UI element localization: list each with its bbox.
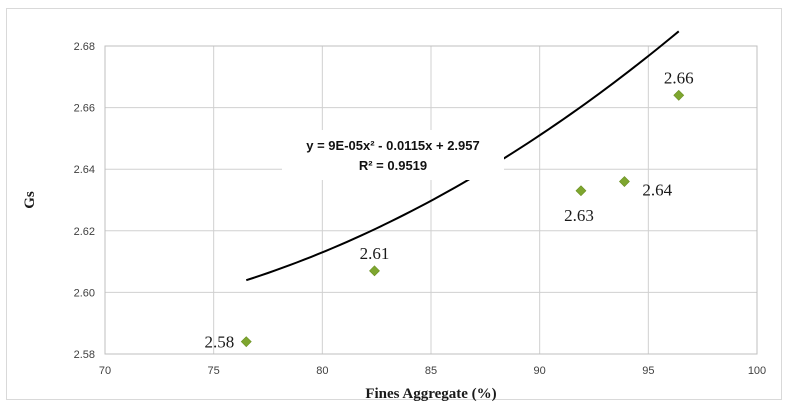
x-tick-label: 85 bbox=[425, 365, 437, 377]
data-point bbox=[619, 176, 630, 187]
y-tick-label: 2.58 bbox=[74, 349, 95, 361]
data-label: 2.64 bbox=[642, 181, 672, 200]
y-tick-label: 2.62 bbox=[74, 226, 95, 238]
equation-box: y = 9E-05x² - 0.0115x + 2.957 R² = 0.951… bbox=[282, 130, 504, 180]
equation-background bbox=[282, 130, 504, 180]
y-tick-label: 2.64 bbox=[74, 164, 95, 176]
y-tick-label: 2.66 bbox=[74, 103, 95, 115]
data-point bbox=[673, 89, 685, 101]
trendline bbox=[245, 30, 680, 282]
x-tick-label: 80 bbox=[316, 365, 328, 377]
data-point bbox=[575, 185, 587, 197]
y-axis-title: Gs bbox=[22, 191, 38, 209]
x-tick-label: 90 bbox=[534, 365, 546, 377]
data-point bbox=[240, 336, 252, 348]
trendline-equation: y = 9E-05x² - 0.0115x + 2.957 bbox=[306, 138, 479, 153]
data-label: 2.63 bbox=[564, 206, 594, 225]
x-axis-title: Fines Aggregate (%) bbox=[365, 386, 496, 402]
data-point bbox=[369, 265, 380, 277]
y-tick-label: 2.60 bbox=[74, 287, 95, 299]
x-tick-label: 100 bbox=[748, 365, 766, 377]
data-label: 2.66 bbox=[664, 68, 694, 87]
x-tick-label: 70 bbox=[99, 365, 111, 377]
x-tick-label: 75 bbox=[208, 365, 220, 377]
x-tick-label: 95 bbox=[642, 365, 654, 377]
x-tick-labels: 70 75 80 85 90 95 100 bbox=[99, 365, 766, 377]
r-squared: R² = 0.9519 bbox=[359, 158, 427, 173]
plot-border bbox=[104, 45, 758, 355]
chart-frame bbox=[6, 8, 782, 400]
data-points bbox=[240, 89, 685, 348]
y-tick-labels: 2.58 2.60 2.62 2.64 2.66 2.68 bbox=[74, 41, 95, 361]
y-tick-label: 2.68 bbox=[74, 41, 95, 53]
data-label: 2.61 bbox=[360, 244, 390, 263]
data-label: 2.58 bbox=[205, 333, 235, 352]
data-labels: 2.58 2.61 2.63 2.64 2.66 bbox=[205, 68, 694, 351]
